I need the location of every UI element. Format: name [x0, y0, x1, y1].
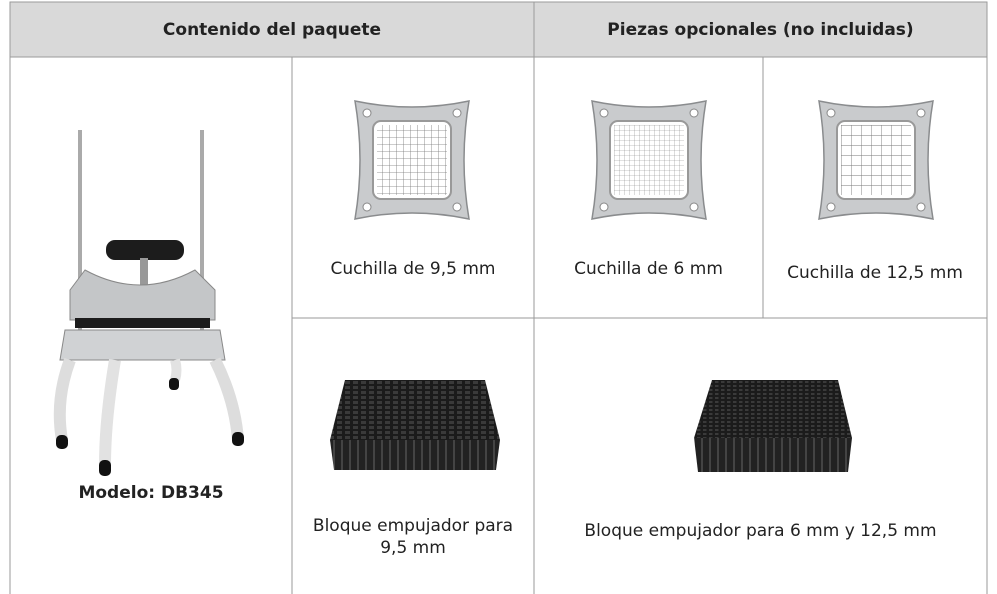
- pusher-image: [694, 380, 852, 472]
- blade-image: [354, 100, 470, 220]
- header-background: [9, 1, 988, 58]
- blade-label: Cuchilla de 12,5 mm: [787, 263, 963, 283]
- pusher-image: [330, 380, 500, 470]
- blade-image: [818, 100, 934, 220]
- machine-image: [53, 130, 244, 476]
- blade-label: Cuchilla de 9,5 mm: [330, 259, 496, 279]
- blade-image: [591, 100, 707, 220]
- model-label: Modelo: DB345: [78, 483, 224, 503]
- header-cell: Piezas opcionales (no incluidas): [607, 20, 914, 40]
- header-cell: Contenido del paquete: [162, 20, 382, 40]
- pusher-label: Bloque empujador para 9,5 mm: [312, 516, 514, 558]
- blade-label: Cuchilla de 6 mm: [574, 259, 723, 279]
- table-borders: [9, 2, 988, 594]
- pusher-label: Bloque empujador para 6 mm y 12,5 mm: [584, 521, 937, 541]
